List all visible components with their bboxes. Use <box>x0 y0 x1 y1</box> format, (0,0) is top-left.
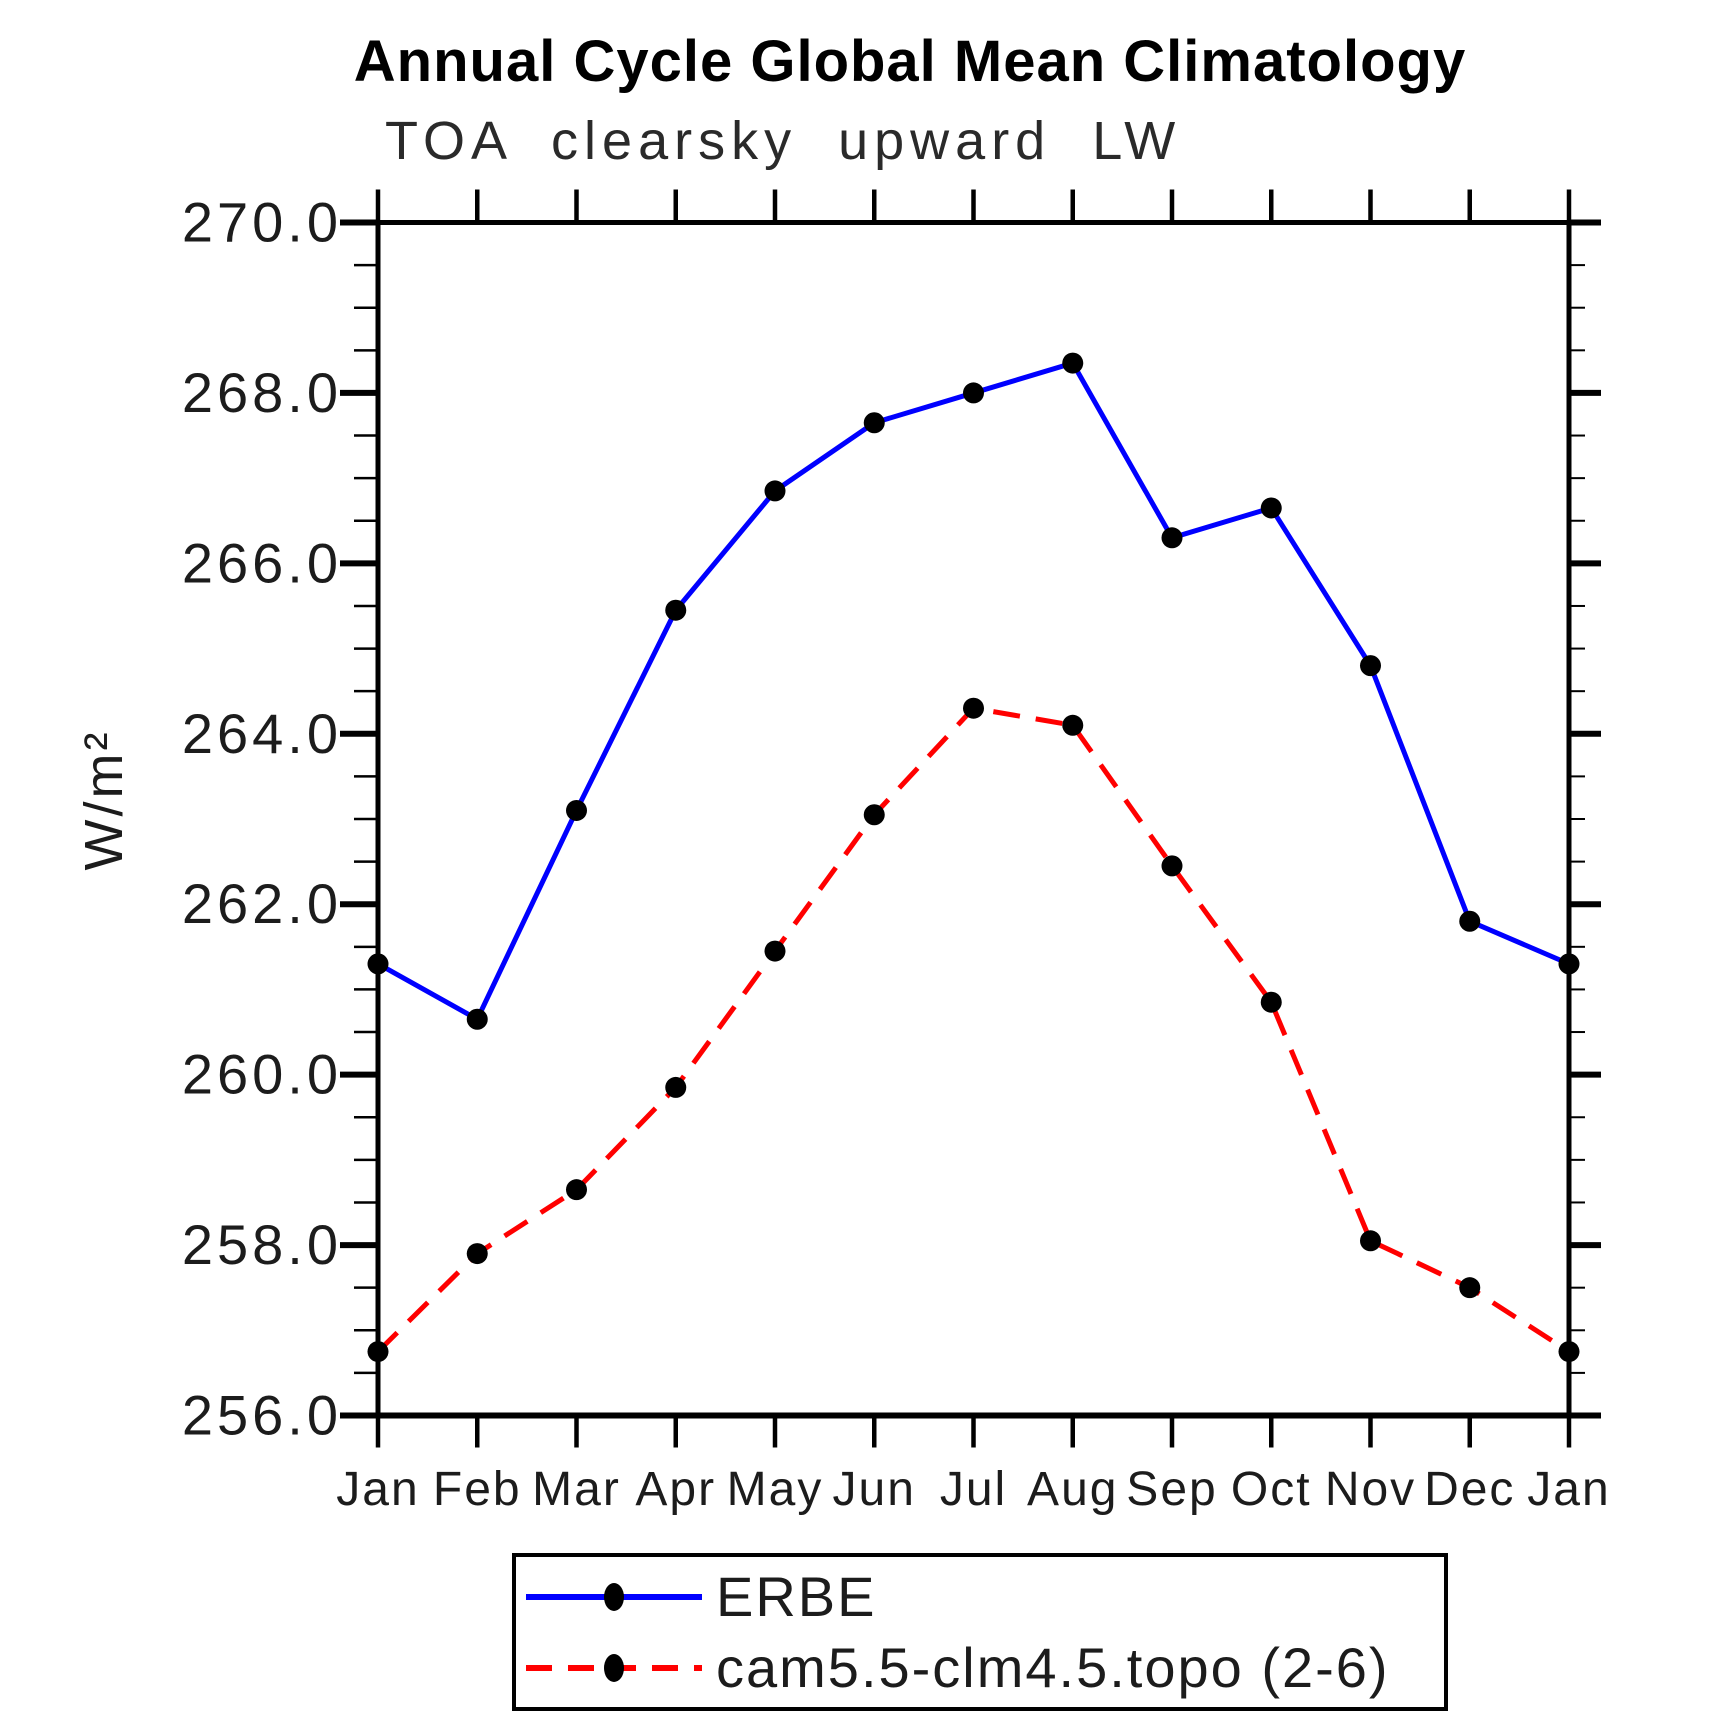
x-axis-ticks <box>375 189 1572 1448</box>
data-point-marker <box>963 697 984 719</box>
data-point-marker <box>566 799 587 821</box>
x-tick-label: Jul <box>940 1463 1007 1516</box>
data-point-marker <box>764 940 786 962</box>
data-point-marker <box>863 804 885 826</box>
data-point-marker <box>665 599 687 621</box>
x-tick-labels: Jan Feb Mar Apr May Jun Jul Aug Sep Oct Nov Dec Jan <box>336 1463 1610 1516</box>
data-point-marker <box>466 1008 488 1030</box>
data-point-marker <box>1260 497 1282 519</box>
data-point-marker <box>1161 527 1183 549</box>
x-tick-label: Jan <box>336 1463 419 1516</box>
data-point-marker <box>1558 1341 1580 1363</box>
x-tick-label: Aug <box>1027 1463 1118 1516</box>
y-tick-label: 266.0 <box>182 531 342 594</box>
y-tick-label: 256.0 <box>182 1384 342 1447</box>
y-tick-label: 260.0 <box>182 1043 342 1106</box>
y-axis-title: W/m² <box>74 730 134 871</box>
legend-line-sample-cam <box>526 1653 702 1682</box>
x-tick-label: Jan <box>1527 1463 1610 1516</box>
x-tick-label: Mar <box>532 1463 621 1516</box>
x-tick-label: May <box>727 1463 824 1516</box>
data-point-marker <box>665 1076 687 1098</box>
y-tick-label: 268.0 <box>182 361 342 424</box>
data-point-marker <box>1062 714 1084 736</box>
x-tick-label: Jun <box>833 1463 916 1516</box>
data-point-marker <box>1459 1277 1481 1299</box>
series-line-cam <box>367 697 1580 1363</box>
y-tick-label: 258.0 <box>182 1213 342 1276</box>
data-point-marker <box>566 1179 587 1201</box>
legend-label-cam: cam5.5-clm4.5.topo (2-6) <box>716 1635 1390 1699</box>
y-axis-ticks <box>340 219 1601 1419</box>
series-line-erbe <box>367 352 1580 1030</box>
data-point-marker <box>367 953 389 975</box>
x-tick-label: Dec <box>1424 1463 1515 1516</box>
data-point-marker <box>1558 953 1580 975</box>
y-tick-label: 262.0 <box>182 872 342 935</box>
x-tick-label: Apr <box>635 1463 716 1516</box>
legend-label-erbe: ERBE <box>716 1564 877 1628</box>
x-tick-label: Oct <box>1231 1463 1312 1516</box>
data-point-marker <box>1161 855 1183 877</box>
chart-title: Annual Cycle Global Mean Climatology <box>353 29 1467 94</box>
y-tick-label: 270.0 <box>182 191 342 254</box>
x-tick-label: Feb <box>433 1463 522 1516</box>
data-point-marker <box>764 480 786 502</box>
y-tick-labels: 256.0 258.0 260.0 262.0 264.0 266.0 268.0 270.0 <box>182 191 342 1447</box>
chart-subtitle: TOA clearsky upward LW <box>385 111 1182 171</box>
data-point-marker <box>963 382 984 404</box>
data-point-marker <box>466 1243 488 1265</box>
series-lines <box>367 352 1580 1363</box>
x-tick-label: Sep <box>1126 1463 1217 1516</box>
data-point-marker <box>1360 1230 1381 1252</box>
legend-line-sample-erbe <box>526 1582 702 1611</box>
data-point-marker <box>367 1341 389 1363</box>
y-tick-label: 264.0 <box>182 702 342 765</box>
data-point-marker <box>1459 910 1481 932</box>
data-point-marker <box>863 412 885 434</box>
x-tick-label: Nov <box>1325 1463 1416 1516</box>
legend-box: ERBE cam5.5-clm4.5.topo (2-6) <box>512 1553 1448 1711</box>
data-point-marker <box>1360 655 1381 677</box>
legend-entry-cam: cam5.5-clm4.5.topo (2-6) <box>522 1637 1444 1699</box>
legend-entry-erbe: ERBE <box>522 1566 1444 1628</box>
data-point-marker <box>1062 352 1084 374</box>
data-point-marker <box>1260 991 1282 1013</box>
